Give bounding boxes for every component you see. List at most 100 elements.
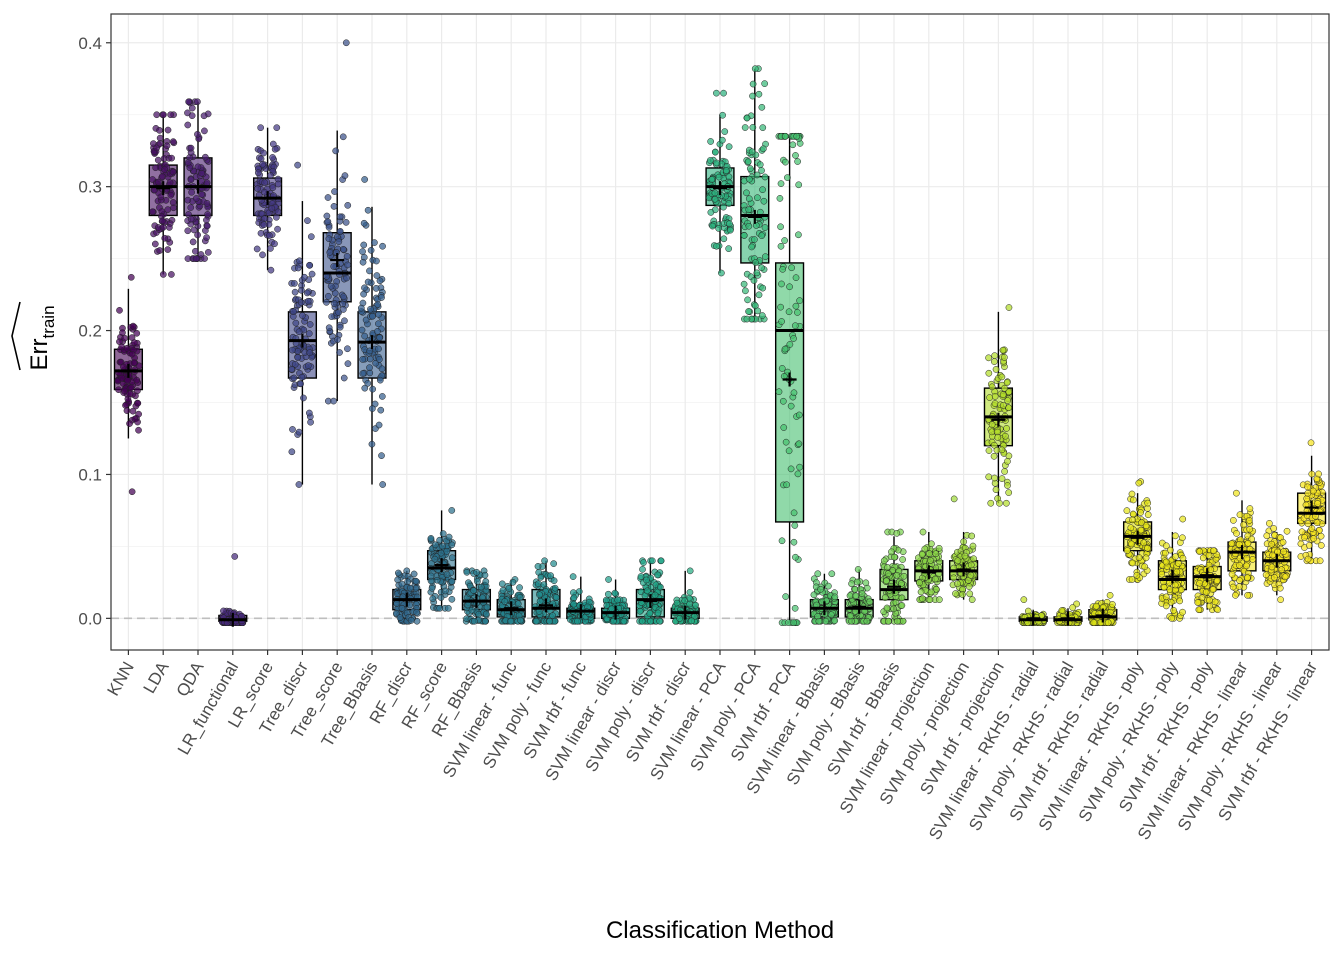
data-point [688,617,695,625]
mean-marker [260,191,275,206]
data-point [368,440,376,448]
data-point [269,184,277,191]
jitter-points [253,124,282,274]
data-point [134,418,141,426]
data-point [431,555,439,563]
data-point [253,245,261,253]
data-point [781,237,788,244]
data-point [192,195,200,202]
data-point [985,369,993,377]
x-tick-label: LDA [140,658,173,697]
data-point [201,255,208,262]
data-point [308,270,316,278]
data-point [753,171,761,179]
data-point [605,576,612,583]
data-point [752,259,759,266]
data-point [1001,353,1008,361]
data-point [795,411,803,419]
data-point [992,366,1000,373]
box-group [218,553,248,627]
data-point [366,267,373,275]
data-point [1024,607,1032,615]
y-tick-label: 0.4 [78,34,102,53]
y-axis-title: Errtrain [11,301,58,371]
data-point [340,293,347,301]
data-point [412,577,420,585]
data-point [570,594,578,602]
data-point [815,617,823,625]
data-point [288,448,296,456]
data-point [339,246,347,253]
data-point [1313,519,1321,527]
data-point [288,365,296,373]
data-point [373,272,381,279]
jitter-points [323,39,352,405]
data-point [373,257,380,265]
data-point [1104,619,1112,627]
data-point [448,578,456,585]
data-point [437,549,445,557]
data-point [614,596,622,604]
data-point [169,168,177,176]
data-point [379,481,387,488]
data-point [133,376,141,384]
data-point [185,98,192,106]
data-point [651,591,659,599]
data-point [300,394,307,402]
data-point [163,142,171,150]
data-point [1268,563,1276,571]
data-point [777,303,784,311]
data-point [331,188,338,195]
data-point [758,264,765,272]
data-point [156,140,164,147]
data-point [187,176,195,184]
data-point [443,548,451,555]
data-point [396,614,404,621]
data-point [369,312,376,320]
data-point [713,89,720,97]
data-point [1270,525,1278,532]
data-point [1266,520,1273,527]
data-point [135,410,142,418]
data-point [273,124,281,132]
data-point [448,541,456,549]
data-point [725,245,733,253]
box-group [148,111,178,278]
data-point [961,552,969,560]
data-point [611,589,619,597]
data-point [342,39,350,47]
data-point [169,199,177,206]
data-point [295,328,303,336]
data-point [1179,534,1186,542]
data-point [761,173,769,181]
data-point [756,161,764,168]
data-point [167,111,174,119]
data-point [1316,557,1324,565]
data-point [1162,558,1170,566]
data-point [1129,510,1137,518]
data-point [777,180,785,187]
data-point [324,218,332,225]
data-point [274,208,282,216]
data-point [407,617,415,624]
data-point [306,261,313,269]
data-point [371,239,378,246]
data-point [159,271,167,278]
data-point [1162,602,1170,610]
data-point [1314,500,1322,507]
data-point [792,302,800,310]
data-point [133,329,141,337]
data-point [966,590,974,598]
data-point [1245,517,1253,524]
data-point [366,364,373,372]
data-point [1307,439,1315,447]
data-point [359,356,367,363]
data-point [1246,525,1254,533]
data-point [357,304,365,312]
data-point [759,284,767,292]
data-point [748,243,755,251]
data-point [745,206,753,214]
data-point [375,421,383,429]
data-point [259,160,266,168]
data-point [159,224,167,231]
